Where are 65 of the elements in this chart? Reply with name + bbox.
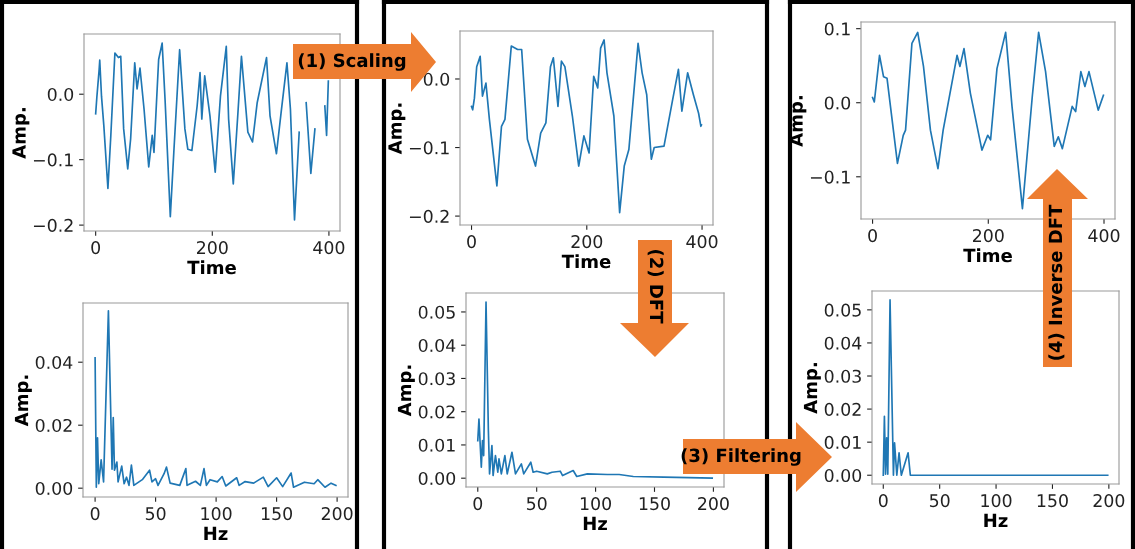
x-tick-label: 50: [526, 497, 547, 511]
y-tick-label: 0.03: [418, 372, 455, 386]
x-tick-label: 0: [91, 241, 101, 255]
y-tick-label: 0.0: [47, 87, 74, 102]
y-tick-label: 0.02: [824, 402, 861, 416]
y-tick-label: −0.1: [33, 153, 73, 167]
x-tick-label: 150: [261, 507, 293, 521]
y-axis-title: Amp.: [803, 363, 821, 414]
y-tick-label: 0.02: [35, 418, 72, 433]
y-tick-label: −0.2: [409, 209, 449, 223]
x-tick-label: 400: [1088, 229, 1120, 243]
x-tick-label: 0: [473, 497, 483, 511]
x-tick-label: 0: [90, 507, 100, 521]
annotation: (4) Inverse DFT: [1048, 204, 1065, 360]
y-tick-label: 0.05: [824, 303, 861, 317]
y-tick-label: 0.00: [824, 468, 862, 483]
x-tick-label: 100: [201, 507, 232, 521]
y-tick-label: 0.05: [418, 305, 455, 319]
y-tick-label: 0.01: [824, 435, 861, 449]
line-series: [94, 310, 337, 489]
y-tick-label: 0.04: [35, 355, 73, 370]
x-tick-label: 0: [878, 494, 888, 508]
x-tick-label: 400: [686, 235, 718, 249]
x-tick-label: 50: [929, 494, 950, 508]
annotation: (1) Scaling: [298, 53, 406, 71]
y-tick-label: 0.0: [824, 96, 851, 110]
x-tick-label: 200: [321, 507, 353, 521]
y-tick-label: −0.1: [810, 170, 850, 184]
x-axis-title: Hz: [204, 526, 228, 541]
y-tick-label: 0.0: [423, 72, 450, 86]
x-tick-label: 400: [313, 241, 345, 255]
y-axis-title: Amp.: [789, 96, 807, 147]
y-axis-title: Amp.: [397, 365, 415, 417]
x-axis-title: Time: [561, 254, 611, 269]
x-tick-label: 150: [1037, 494, 1068, 508]
x-tick-label: 200: [571, 235, 603, 249]
y-tick-label: 0.00: [35, 481, 73, 496]
y-tick-label: 0.04: [418, 338, 456, 353]
y-tick-label: 0.04: [824, 336, 862, 350]
x-tick-label: 50: [145, 507, 166, 521]
y-axis-title: Amp.: [388, 103, 406, 155]
x-axis-title: Hz: [583, 516, 607, 531]
y-tick-label: 0.00: [418, 471, 456, 486]
x-axis-title: Time: [963, 248, 1012, 263]
y-axis-title: Amp.: [14, 375, 32, 427]
x-tick-label: 200: [972, 229, 1004, 243]
y-tick-label: 0.01: [418, 438, 455, 452]
x-tick-label: 200: [196, 241, 228, 255]
y-tick-label: −0.2: [33, 218, 73, 232]
y-axis-title: Amp.: [12, 108, 30, 159]
x-tick-label: 100: [580, 497, 611, 511]
x-tick-label: 0: [868, 229, 877, 243]
x-tick-label: 0: [467, 235, 476, 249]
y-tick-label: 0.1: [824, 22, 850, 36]
x-axis-title: Hz: [984, 513, 1008, 528]
x-tick-label: 200: [1093, 494, 1125, 508]
annotation: (2) DFT: [647, 250, 664, 324]
y-tick-label: 0.02: [418, 405, 455, 419]
x-tick-label: 100: [981, 494, 1012, 508]
x-tick-label: 150: [639, 497, 670, 511]
y-tick-label: −0.1: [409, 141, 449, 155]
y-tick-label: 0.03: [824, 369, 861, 383]
line-series: [470, 39, 703, 214]
x-axis-title: Time: [187, 260, 236, 275]
x-tick-label: 200: [698, 497, 729, 511]
